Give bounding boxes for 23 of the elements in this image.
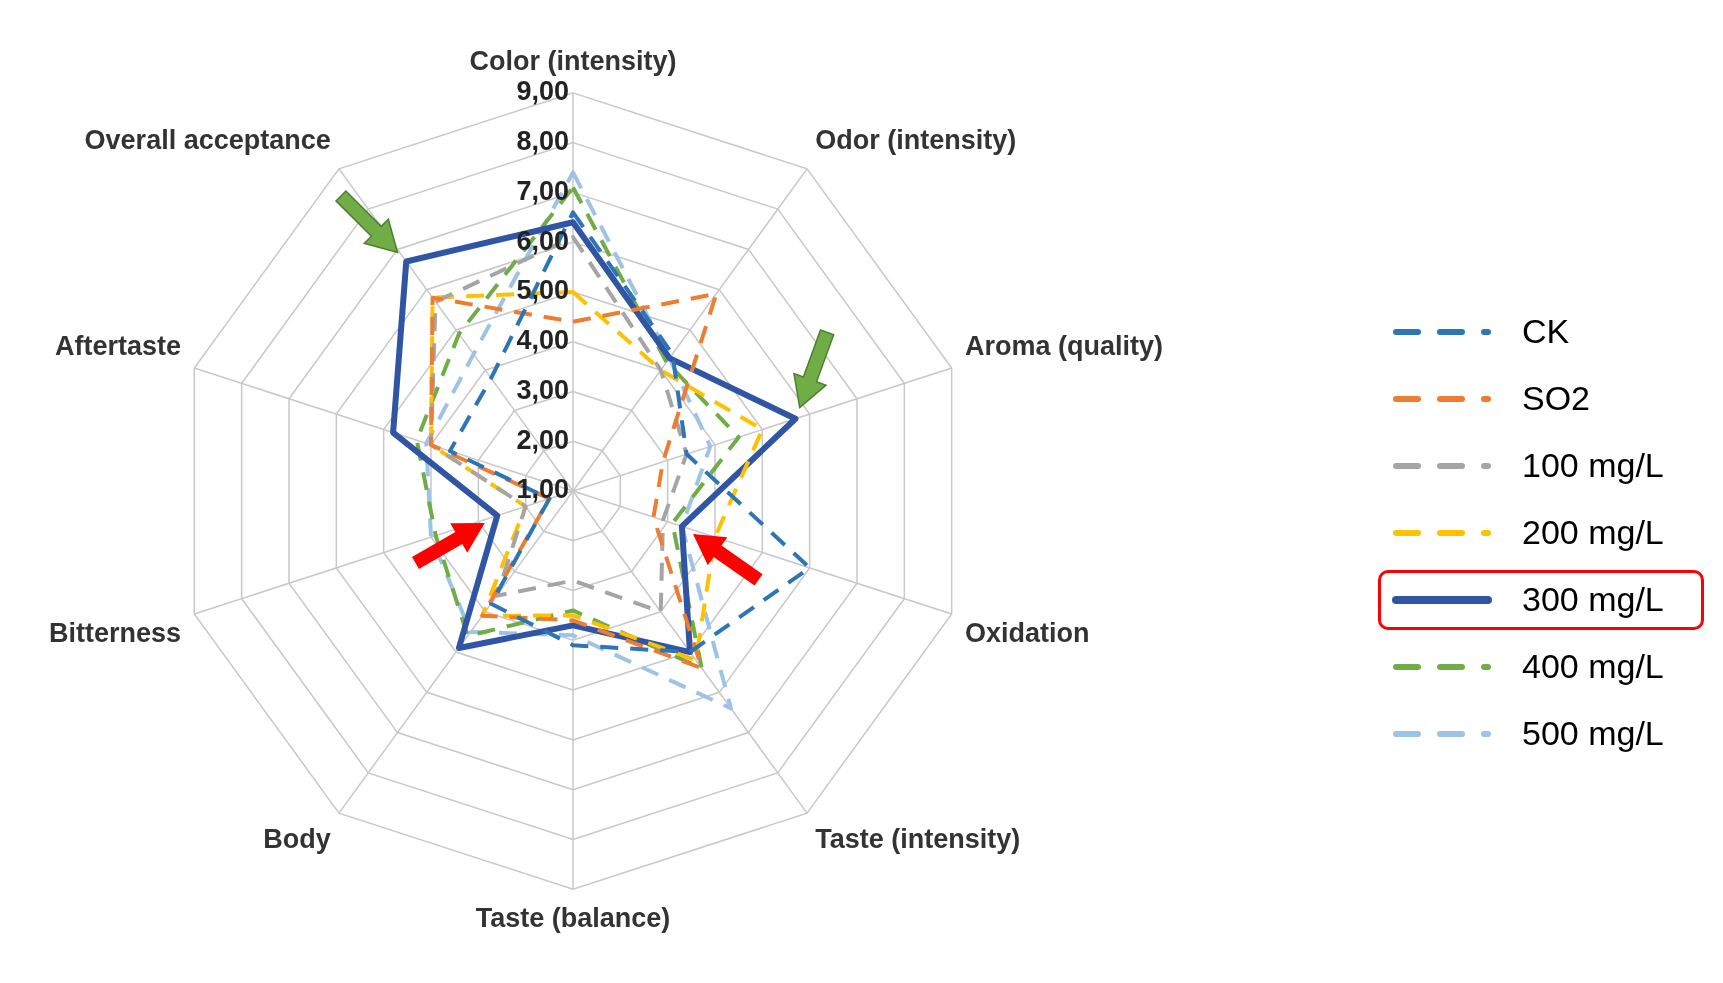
spoke-label: Oxidation	[964, 618, 1090, 649]
spoke-label: Aftertaste	[54, 330, 182, 361]
legend-label: 200 mg/L	[1522, 513, 1664, 552]
legend-label: 300 mg/L	[1522, 580, 1664, 619]
legend-label: 100 mg/L	[1522, 446, 1664, 485]
y-tick-label: 8,00	[516, 126, 569, 157]
y-tick-label: 2,00	[516, 424, 569, 455]
y-tick-label: 4,00	[516, 325, 569, 356]
legend-label: 400 mg/L	[1522, 647, 1664, 686]
y-tick-label: 3,00	[516, 374, 569, 405]
legend-label: SO2	[1522, 379, 1591, 418]
spoke-label: Overall acceptance	[84, 124, 331, 155]
spoke-label: Body	[263, 824, 331, 855]
y-tick-label: 9,00	[516, 76, 569, 107]
legend-label: 500 mg/L	[1522, 714, 1664, 753]
spoke-label: Bitterness	[48, 618, 182, 649]
spoke-label: Taste (balance)	[475, 902, 671, 933]
spoke-label: Color (intensity)	[469, 46, 677, 77]
spoke-label: Aroma (quality)	[964, 330, 1164, 361]
spoke-label: Taste (intensity)	[815, 824, 1021, 855]
legend-label: CK	[1522, 312, 1570, 351]
y-tick-label: 7,00	[516, 175, 569, 206]
spoke-label: Odor (intensity)	[815, 124, 1017, 155]
